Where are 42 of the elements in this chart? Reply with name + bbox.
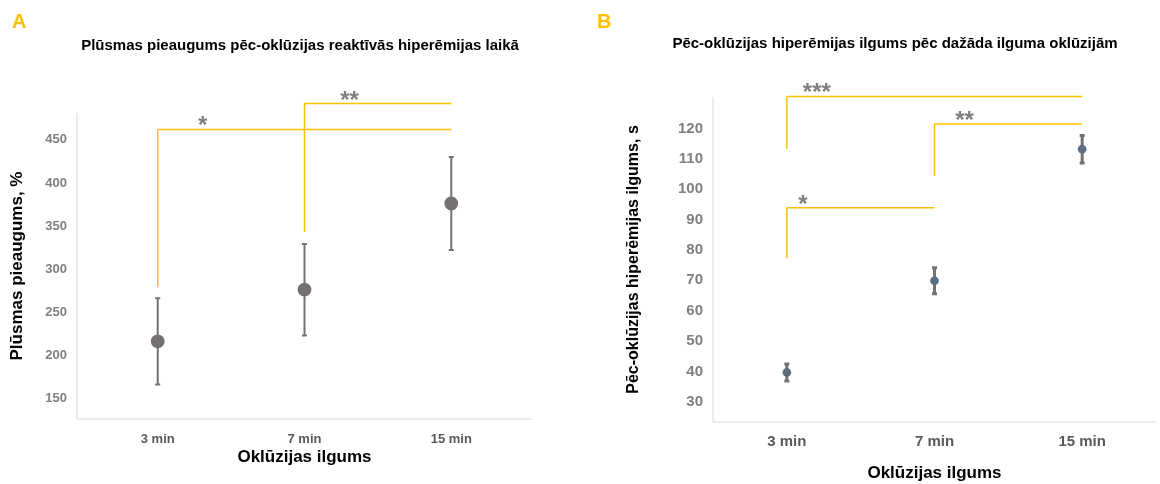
y-tick-label: 350 <box>45 217 67 233</box>
y-tick-label: 150 <box>45 390 67 405</box>
y-tick-label: 100 <box>677 179 703 197</box>
point <box>297 282 312 297</box>
point <box>930 276 939 286</box>
x-axis-title: Oklūzijas ilgums <box>237 447 372 466</box>
annotation: * <box>798 189 809 217</box>
y-tick-label: 200 <box>45 346 67 362</box>
x-tick-label: 3 min <box>767 432 807 449</box>
y-tick-label: 400 <box>45 174 67 190</box>
y-axis-title: Plūsmas pieaugums, % <box>7 171 26 361</box>
x-tick-label: 7 min <box>287 431 322 446</box>
x-tick-label: 7 min <box>914 432 955 449</box>
y-tick-label: 90 <box>686 209 703 227</box>
point <box>782 368 792 377</box>
y-tick-label: 50 <box>686 331 703 349</box>
y-tick-label: 250 <box>45 303 67 319</box>
y-tick-label: 60 <box>686 300 703 318</box>
point <box>444 196 459 211</box>
y-tick-label: 300 <box>45 260 67 276</box>
x-tick-label: 15 min <box>1058 432 1106 449</box>
y-tick-label: 70 <box>686 270 703 288</box>
point <box>150 334 165 349</box>
chart-title: Plūsmas pieaugums pēc-oklūzijas reaktīvās hiperēmijas laikā <box>81 36 520 53</box>
x-tick-label: 15 min <box>430 431 472 446</box>
y-tick-label: 30 <box>686 391 703 409</box>
chart-title: Pēc-oklūzijas hiperēmijas ilgums pēc dažāda ilguma oklūzijām <box>672 34 1118 51</box>
y-tick-label: 450 <box>45 131 67 147</box>
y-tick-label: 40 <box>686 361 703 379</box>
annotation: *** <box>802 78 832 106</box>
y-axis-title: Pēc-oklūzijas hiperēmijas ilgums, s <box>624 125 641 394</box>
y-tick-label: 120 <box>677 118 703 136</box>
x-axis-title: Oklūzijas ilgums <box>867 463 1002 482</box>
y-tick-label: 80 <box>686 240 703 258</box>
annotation: ** <box>955 106 975 134</box>
text: A <box>12 10 27 32</box>
x-tick-label: 3 min <box>140 431 175 446</box>
y-tick-label: 110 <box>678 149 703 166</box>
text: B <box>597 10 612 32</box>
annotation: * <box>198 111 209 139</box>
text: ** <box>340 85 360 113</box>
point <box>1077 144 1087 154</box>
